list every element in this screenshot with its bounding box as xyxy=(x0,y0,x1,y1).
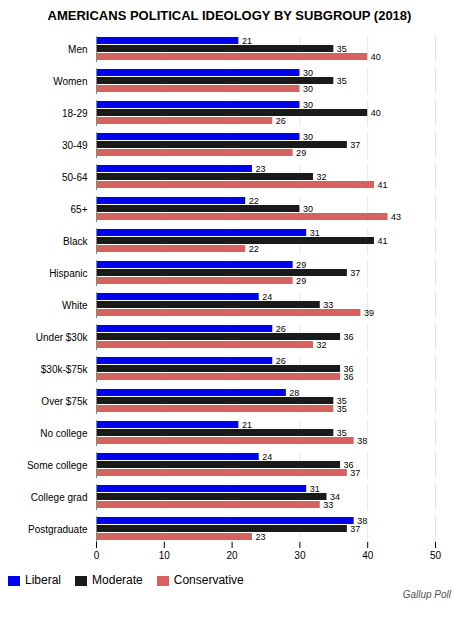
svg-text:36: 36 xyxy=(343,363,354,374)
svg-text:50-64: 50-64 xyxy=(62,172,88,183)
svg-text:20: 20 xyxy=(227,550,239,561)
svg-text:Women: Women xyxy=(53,76,87,87)
html-text:Gallup Poll: Gallup Poll xyxy=(402,589,451,600)
svg-text:43: 43 xyxy=(391,212,401,222)
svg-text:41: 41 xyxy=(377,236,387,246)
svg-text:18-29: 18-29 xyxy=(62,108,88,119)
svg-text:33: 33 xyxy=(323,300,333,310)
svg-text:30: 30 xyxy=(294,550,306,561)
svg-text:37: 37 xyxy=(350,140,360,150)
svg-text:$30k-$75k: $30k-$75k xyxy=(41,364,89,375)
svg-text:White: White xyxy=(62,300,88,311)
svg-text:Some college: Some college xyxy=(27,460,88,471)
svg-text:35: 35 xyxy=(337,404,347,414)
svg-text:32: 32 xyxy=(316,340,326,350)
svg-text:Men: Men xyxy=(68,44,87,55)
svg-text:29: 29 xyxy=(296,276,306,286)
svg-text:30-49: 30-49 xyxy=(62,140,88,151)
svg-text:39: 39 xyxy=(364,308,374,318)
svg-text:Under $30k: Under $30k xyxy=(36,332,89,343)
svg-text:38: 38 xyxy=(357,436,367,446)
svg-text:0: 0 xyxy=(94,550,100,561)
svg-text:35: 35 xyxy=(337,44,347,54)
svg-text:26: 26 xyxy=(276,324,286,334)
svg-text:29: 29 xyxy=(296,148,306,158)
svg-text:29: 29 xyxy=(296,260,306,270)
svg-text:35: 35 xyxy=(336,395,347,406)
svg-text:37: 37 xyxy=(350,468,360,478)
svg-text:33: 33 xyxy=(323,500,333,510)
svg-text:35: 35 xyxy=(337,428,347,438)
svg-text:22: 22 xyxy=(249,196,259,206)
svg-text:26: 26 xyxy=(276,116,286,126)
svg-text:36: 36 xyxy=(343,459,354,470)
svg-text:26: 26 xyxy=(276,356,286,366)
html-text:Conservative: Conservative xyxy=(173,573,244,587)
svg-text:Over $75k: Over $75k xyxy=(41,396,88,407)
svg-text:36: 36 xyxy=(344,332,354,342)
svg-text:65+: 65+ xyxy=(71,204,88,215)
svg-text:22: 22 xyxy=(249,244,259,254)
svg-text:40: 40 xyxy=(371,108,381,118)
svg-text:36: 36 xyxy=(344,372,354,382)
svg-text:Postgraduate: Postgraduate xyxy=(28,524,88,535)
svg-text:40: 40 xyxy=(371,52,381,62)
html-text:Liberal: Liberal xyxy=(25,573,61,587)
svg-text:35: 35 xyxy=(337,76,347,86)
svg-text:40: 40 xyxy=(362,550,374,561)
svg-text:31: 31 xyxy=(310,228,320,238)
svg-text:24: 24 xyxy=(262,452,272,462)
svg-text:30: 30 xyxy=(303,204,313,214)
svg-text:50: 50 xyxy=(430,550,442,561)
svg-text:Black: Black xyxy=(63,236,88,247)
svg-text:37: 37 xyxy=(350,268,360,278)
svg-text:30: 30 xyxy=(303,100,313,110)
svg-text:Hispanic: Hispanic xyxy=(49,268,87,279)
svg-text:31: 31 xyxy=(310,484,320,494)
svg-text:23: 23 xyxy=(255,164,265,174)
svg-text:No college: No college xyxy=(40,428,88,439)
svg-text:23: 23 xyxy=(255,532,265,542)
svg-text:38: 38 xyxy=(357,515,368,526)
svg-text:21: 21 xyxy=(242,36,252,46)
svg-text:32: 32 xyxy=(316,172,326,182)
svg-text:College grad: College grad xyxy=(31,492,88,503)
svg-text:41: 41 xyxy=(377,180,387,190)
html-text:AMERICANS POLITICAL IDEOLOGY B: AMERICANS POLITICAL IDEOLOGY BY SUBGROUP… xyxy=(47,8,412,23)
svg-text:24: 24 xyxy=(262,292,272,302)
html-text:Moderate: Moderate xyxy=(92,573,143,587)
svg-text:30: 30 xyxy=(303,68,313,78)
svg-text:30: 30 xyxy=(303,132,313,142)
svg-text:28: 28 xyxy=(289,388,299,398)
svg-text:10: 10 xyxy=(159,550,171,561)
svg-text:34: 34 xyxy=(330,491,340,502)
svg-text:30: 30 xyxy=(303,84,313,94)
svg-text:21: 21 xyxy=(242,420,252,430)
svg-text:37: 37 xyxy=(350,524,360,534)
